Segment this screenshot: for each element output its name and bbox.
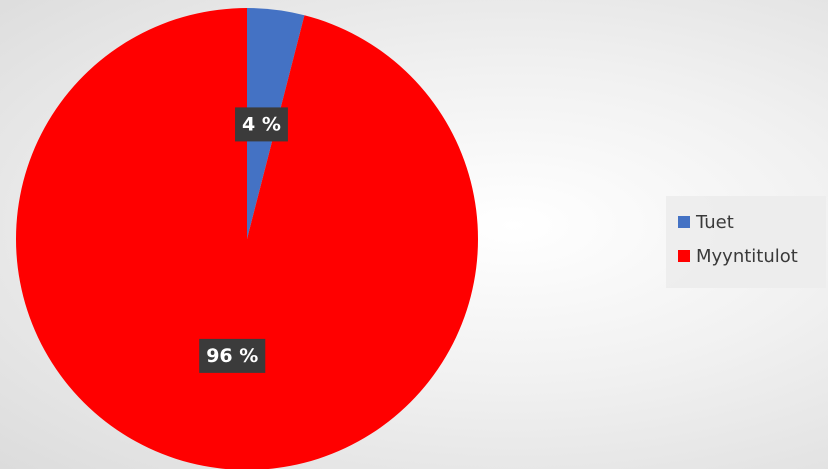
data-label-myyntitulot: 96 % (199, 338, 266, 373)
legend-swatch-tuet (678, 216, 690, 228)
data-label-box-tuet (235, 107, 288, 142)
legend-item-tuet: Tuet (666, 205, 826, 239)
data-label-tuet: 4 % (235, 107, 288, 142)
pie-slices (16, 8, 478, 469)
data-label-box-myyntitulot (199, 338, 266, 373)
legend-label-myyntitulot: Myyntitulot (696, 245, 798, 267)
data-label-text-myyntitulot: 96 % (206, 345, 258, 367)
pie-slice-myyntitulot (16, 8, 478, 469)
legend-swatch-myyntitulot (678, 250, 690, 262)
legend: Tuet Myyntitulot (666, 196, 826, 288)
data-label-text-tuet: 4 % (242, 113, 281, 135)
data-labels: 4 % 96 % (199, 107, 288, 373)
legend-label-tuet: Tuet (696, 211, 734, 233)
legend-item-myyntitulot: Myyntitulot (666, 239, 826, 273)
